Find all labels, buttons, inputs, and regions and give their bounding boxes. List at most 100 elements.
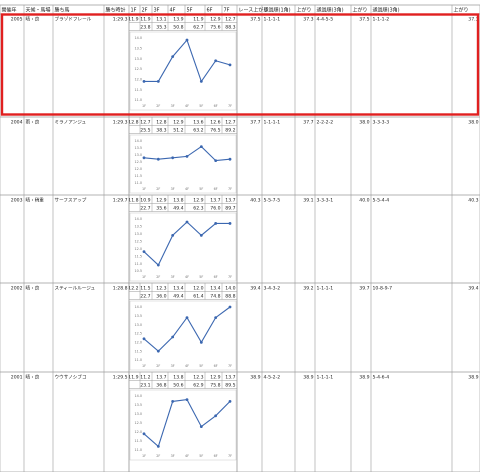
race-row: 2001 晴・良 ウウサノシブコ 1:29.5 11.9 11.2 13.7 13.8 12.3… xyxy=(11,374,479,389)
cumulative-time: 51.2 xyxy=(173,128,183,134)
x-tick-label: 6F xyxy=(214,275,218,279)
cell-value: 38.9 xyxy=(359,375,369,381)
cell-value: 39.1 xyxy=(303,198,313,204)
race-row: 2002 晴・良 スティールルージュ 1:28.8 12.2 11.5 12.3 13.4 12… xyxy=(11,285,479,300)
x-tick-label: 3F xyxy=(171,104,175,108)
cell-value: 37.3 xyxy=(468,17,478,23)
header-cell: 通過順(3角) xyxy=(373,7,400,14)
x-tick-label: 4F xyxy=(185,104,189,108)
chart-frame xyxy=(129,389,237,461)
cell-value: 12.9 xyxy=(156,198,166,204)
y-tick-label: 10.5 xyxy=(134,269,142,273)
cell-value: 11.9 xyxy=(140,17,150,23)
cumulative-time: 62.3 xyxy=(193,206,203,212)
cell-value: 晴・良 xyxy=(26,16,40,23)
cumulative-time: 38.3 xyxy=(156,128,166,134)
data-point xyxy=(214,222,218,225)
cell-value: 38.9 xyxy=(250,375,260,381)
y-tick-label: 14.0 xyxy=(134,217,142,221)
cell-value: 10.9 xyxy=(140,198,150,204)
data-point xyxy=(199,80,203,83)
x-tick-label: 4F xyxy=(185,187,189,191)
x-tick-label: 1F xyxy=(142,104,146,108)
x-tick-label: 7F xyxy=(228,364,232,368)
x-tick-label: 2F xyxy=(156,454,160,458)
cumulative-time: 50.6 xyxy=(173,383,183,389)
header-cell: 通過順(3角) xyxy=(317,7,344,14)
cell-value: 3-4-3-2 xyxy=(264,286,281,292)
x-tick-label: 5F xyxy=(199,187,203,191)
header-cell: 3F xyxy=(154,8,160,14)
cell-value: 晴・良 xyxy=(26,285,40,292)
cumulative-time: 49.4 xyxy=(173,206,183,212)
header-cell: 5F xyxy=(187,8,193,14)
cell-value: 12.7 xyxy=(140,120,150,126)
cumulative-time: 75.6 xyxy=(210,25,220,31)
header-cell: 4F xyxy=(170,8,176,14)
data-point xyxy=(214,159,218,163)
data-point xyxy=(199,145,203,149)
cell-value: ウウサノシブコ xyxy=(55,374,87,381)
cell-value: 11.9 xyxy=(128,375,138,381)
cumulative-time: 22.7 xyxy=(140,294,150,300)
x-tick-label: 4F xyxy=(185,454,189,458)
cell-value: 晴・良 xyxy=(26,374,40,381)
cell-value: 11.2 xyxy=(140,375,150,381)
data-point xyxy=(156,263,160,267)
header-cell: 6F xyxy=(207,8,213,14)
cell-value: 11.8 xyxy=(128,198,138,204)
cell-value: 11.9 xyxy=(193,17,203,23)
cumulative-time: 89.7 xyxy=(225,206,235,212)
cell-value: 5-4-6-4 xyxy=(373,375,390,381)
cumulative-time: 49.4 xyxy=(173,294,183,300)
header-cell: 勝ち馬 xyxy=(55,7,70,14)
lap-chart: 14.0 13.5 13.0 12.5 12.0 11.5 11.0 10.51F 2F 3F 4F… xyxy=(129,212,237,282)
x-tick-label: 2F xyxy=(156,275,160,279)
cumulative-time: 76.5 xyxy=(210,128,220,134)
x-tick-label: 3F xyxy=(171,187,175,191)
cumulative-time: 35.6 xyxy=(156,206,166,212)
x-tick-label: 4F xyxy=(185,364,189,368)
data-point xyxy=(185,316,189,319)
cell-value: ブラゾドフレール xyxy=(55,16,92,23)
cell-value: 38.0 xyxy=(359,120,369,126)
y-tick-label: 12.0 xyxy=(134,430,142,434)
header-row: 開催年 天候・馬場 勝ち馬 勝ち時計 1F 2F 3F 4F 5F 6F 7F レース上がり通過順(1… xyxy=(2,7,469,14)
cell-value: 1:29.3 xyxy=(113,120,128,126)
chart-frame xyxy=(129,212,237,282)
cell-value: 2001 xyxy=(11,375,23,381)
cell-value: 2002 xyxy=(11,286,23,292)
race-row: 2003 晴・稍重 サーフスアップ 1:29.7 11.8 10.9 12.9 13.8 12.… xyxy=(11,197,479,212)
header-cell: 7F xyxy=(224,8,230,14)
cell-value: 37.3 xyxy=(303,17,313,23)
x-tick-label: 7F xyxy=(228,104,232,108)
data-point xyxy=(142,432,146,436)
x-tick-label: 2F xyxy=(156,104,160,108)
cumulative-time: 89.2 xyxy=(225,128,235,134)
cumulative-time: 74.8 xyxy=(210,294,220,300)
y-tick-label: 12.0 xyxy=(134,78,142,82)
y-tick-label: 12.5 xyxy=(134,160,142,164)
data-point xyxy=(156,445,160,448)
x-tick-label: 5F xyxy=(199,454,203,458)
cell-value: 12.9 xyxy=(210,17,220,23)
y-tick-label: 14.0 xyxy=(134,36,142,40)
data-point xyxy=(214,59,218,63)
data-point xyxy=(171,400,175,403)
data-point xyxy=(156,80,160,83)
cell-value: 38.0 xyxy=(468,120,478,126)
data-point xyxy=(228,222,232,225)
cumulative-time: 61.4 xyxy=(193,294,203,300)
data-point xyxy=(185,38,189,42)
y-tick-label: 13.0 xyxy=(134,232,142,236)
x-tick-label: 3F xyxy=(171,364,175,368)
header-cell: レース上がり xyxy=(239,7,269,14)
y-tick-label: 11.5 xyxy=(134,88,142,92)
chart-frame xyxy=(129,300,237,371)
cell-value: 10-8-9-7 xyxy=(373,286,393,292)
y-tick-label: 11.5 xyxy=(134,254,142,258)
cell-value: 13.4 xyxy=(210,286,220,292)
data-point xyxy=(171,156,175,160)
